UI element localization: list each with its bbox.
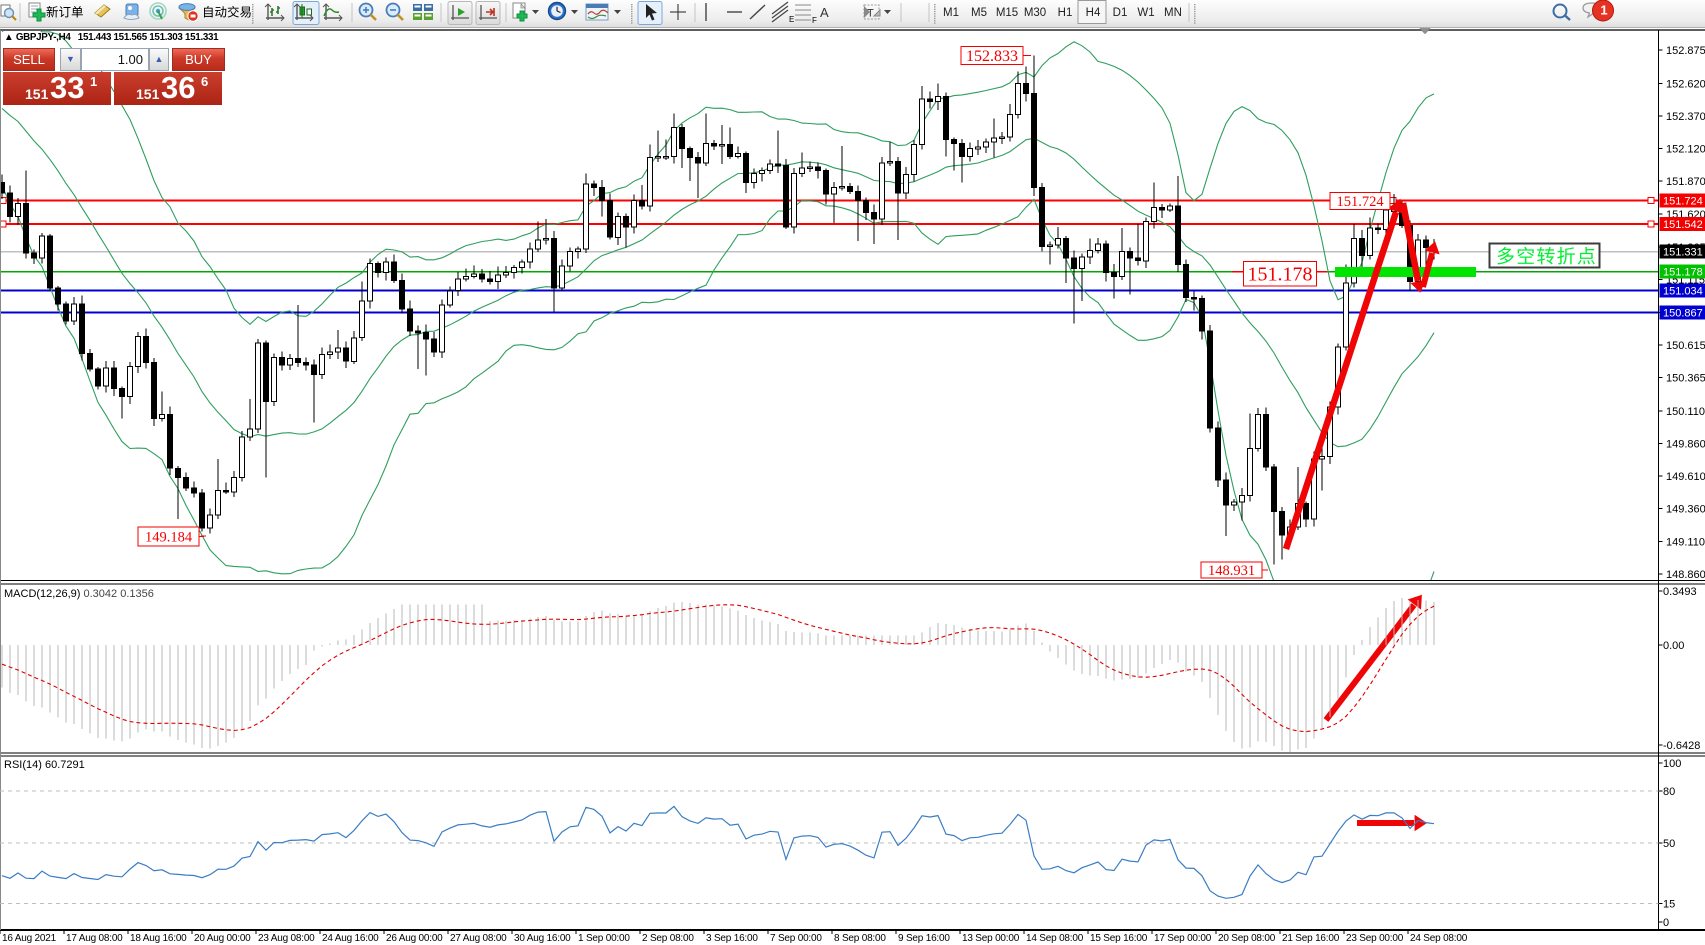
svg-text:149.110: 149.110 (1666, 536, 1705, 548)
svg-text:W1: W1 (1137, 7, 1154, 19)
svg-text:151.542: 151.542 (1663, 219, 1703, 231)
svg-text:151.724: 151.724 (1663, 196, 1703, 208)
svg-text:150.615: 150.615 (1666, 340, 1705, 352)
svg-text:17 Aug 08:00: 17 Aug 08:00 (66, 933, 123, 944)
svg-text:0.00: 0.00 (1663, 640, 1684, 652)
svg-text:30 Aug 16:00: 30 Aug 16:00 (514, 933, 571, 944)
svg-text:M5: M5 (971, 7, 987, 19)
svg-text:▲ GBPJPY-,H4 151.443 151.565: ▲ GBPJPY-,H4 151.443 151.565 151.303 151… (4, 32, 219, 43)
svg-text:149.610: 149.610 (1666, 471, 1705, 483)
svg-text:MACD(12,26,9) 0.3042 0.1356: MACD(12,26,9) 0.3042 0.1356 (4, 588, 154, 600)
svg-text:150.867: 150.867 (1663, 307, 1703, 319)
svg-text:151.034: 151.034 (1663, 286, 1703, 298)
svg-text:150.110: 150.110 (1666, 406, 1705, 418)
svg-text:3 Sep 16:00: 3 Sep 16:00 (706, 933, 758, 944)
svg-text:20 Sep 08:00: 20 Sep 08:00 (1218, 933, 1276, 944)
svg-text:152.833: 152.833 (966, 48, 1018, 65)
svg-text:18 Aug 16:00: 18 Aug 16:00 (130, 933, 187, 944)
svg-text:M15: M15 (996, 7, 1018, 19)
svg-text:16 Aug 2021: 16 Aug 2021 (2, 933, 57, 944)
svg-text:100: 100 (1663, 758, 1681, 770)
svg-text:149.860: 149.860 (1666, 439, 1705, 451)
svg-text:17 Sep 00:00: 17 Sep 00:00 (1154, 933, 1212, 944)
svg-text:15: 15 (1663, 898, 1675, 910)
svg-text:152.370: 152.370 (1666, 111, 1705, 123)
svg-text:15 Sep 16:00: 15 Sep 16:00 (1090, 933, 1148, 944)
svg-text:21 Sep 16:00: 21 Sep 16:00 (1282, 933, 1340, 944)
svg-text:0: 0 (1663, 917, 1669, 929)
svg-text:152.620: 152.620 (1666, 78, 1705, 90)
svg-text:A: A (820, 5, 829, 20)
svg-text:8 Sep 08:00: 8 Sep 08:00 (834, 933, 886, 944)
svg-text:2 Sep 08:00: 2 Sep 08:00 (642, 933, 694, 944)
svg-text:149.184: 149.184 (145, 529, 193, 545)
svg-text:M1: M1 (943, 7, 959, 19)
svg-text:152.875: 152.875 (1666, 45, 1705, 57)
svg-text:23 Aug 08:00: 23 Aug 08:00 (258, 933, 315, 944)
svg-text:23 Sep 00:00: 23 Sep 00:00 (1346, 933, 1404, 944)
svg-text:26 Aug 00:00: 26 Aug 00:00 (386, 933, 443, 944)
svg-text:13 Sep 00:00: 13 Sep 00:00 (962, 933, 1020, 944)
svg-text:F: F (812, 16, 817, 25)
svg-text:T: T (867, 8, 874, 20)
svg-text:1 Sep 00:00: 1 Sep 00:00 (578, 933, 630, 944)
svg-text:24 Aug 16:00: 24 Aug 16:00 (322, 933, 379, 944)
svg-text:24 Sep 08:00: 24 Sep 08:00 (1410, 933, 1468, 944)
svg-text:151.870: 151.870 (1666, 176, 1705, 188)
svg-text:MN: MN (1164, 7, 1182, 19)
svg-text:80: 80 (1663, 786, 1675, 798)
svg-text:149.360: 149.360 (1666, 504, 1705, 516)
svg-text:M30: M30 (1024, 7, 1046, 19)
svg-text:148.931: 148.931 (1208, 563, 1255, 579)
svg-text:151.178: 151.178 (1663, 267, 1703, 279)
svg-text:RSI(14) 60.7291: RSI(14) 60.7291 (4, 759, 85, 771)
svg-text:0.3493: 0.3493 (1663, 586, 1697, 598)
svg-text:D1: D1 (1113, 7, 1128, 19)
svg-text:20 Aug 00:00: 20 Aug 00:00 (194, 933, 251, 944)
svg-text:151.724: 151.724 (1336, 194, 1384, 210)
svg-text:151.178: 151.178 (1248, 264, 1313, 286)
svg-text:9 Sep 16:00: 9 Sep 16:00 (898, 933, 950, 944)
svg-text:152.120: 152.120 (1666, 144, 1705, 156)
svg-text:1: 1 (1600, 3, 1607, 18)
svg-text:H1: H1 (1058, 7, 1073, 19)
svg-text:150.365: 150.365 (1666, 373, 1705, 385)
svg-text:-0.6428: -0.6428 (1663, 740, 1700, 752)
svg-text:27 Aug 08:00: 27 Aug 08:00 (450, 933, 507, 944)
svg-text:14 Sep 08:00: 14 Sep 08:00 (1026, 933, 1084, 944)
svg-text:151.331: 151.331 (1663, 247, 1703, 259)
svg-text:148.860: 148.860 (1666, 569, 1705, 581)
svg-text:E: E (789, 15, 794, 24)
svg-text:50: 50 (1663, 838, 1675, 850)
svg-text:H4: H4 (1086, 7, 1101, 19)
svg-text:7 Sep 00:00: 7 Sep 00:00 (770, 933, 822, 944)
